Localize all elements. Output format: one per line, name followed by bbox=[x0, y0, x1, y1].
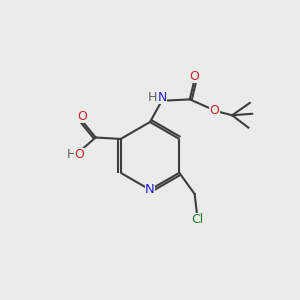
Text: H: H bbox=[67, 148, 76, 161]
Text: N: N bbox=[145, 183, 155, 196]
Text: O: O bbox=[77, 110, 87, 123]
Text: Cl: Cl bbox=[191, 213, 203, 226]
Text: O: O bbox=[189, 70, 199, 83]
Text: H: H bbox=[148, 91, 157, 104]
Text: O: O bbox=[209, 104, 219, 117]
Text: N: N bbox=[158, 91, 167, 104]
Text: O: O bbox=[74, 148, 84, 161]
